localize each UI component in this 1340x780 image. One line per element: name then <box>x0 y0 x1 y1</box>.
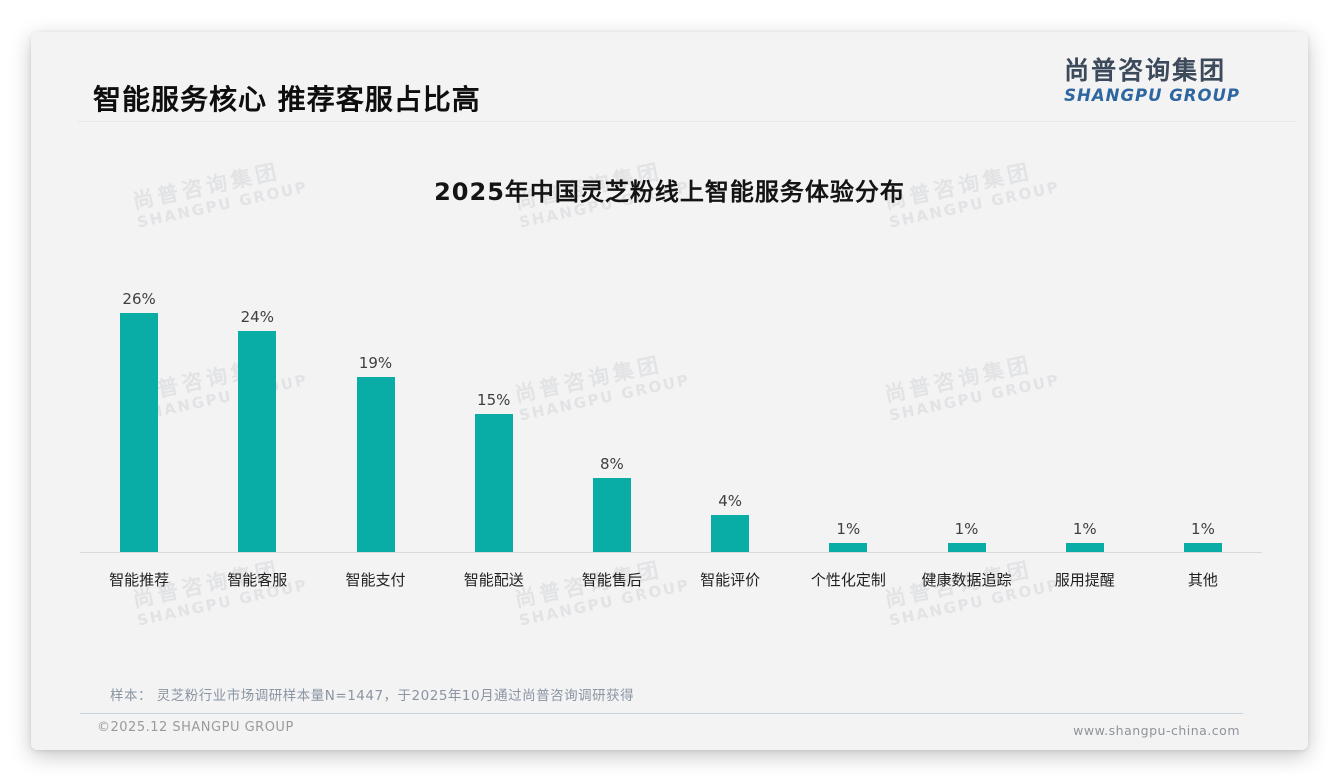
category-label: 智能支付 <box>345 571 406 589</box>
bar-value-label: 26% <box>122 290 156 308</box>
copyright-text: ©2025.12 SHANGPU GROUP <box>97 720 294 735</box>
company-logo: 尚普咨询集团 SHANGPU GROUP <box>1064 56 1240 106</box>
category-label: 智能推荐 <box>109 571 170 589</box>
bar <box>711 515 750 552</box>
website-text: www.shangpu-china.com <box>1073 723 1240 738</box>
bar-value-label: 1% <box>954 520 979 538</box>
category-label: 个性化定制 <box>810 571 886 589</box>
page-title: 智能服务核心 推荐客服占比高 <box>93 83 481 116</box>
category-label: 服用提醒 <box>1054 571 1115 589</box>
bar <box>592 478 631 552</box>
bar <box>120 313 159 552</box>
category-label: 智能客服 <box>227 571 288 589</box>
logo-chinese-text: 尚普咨询集团 <box>1064 56 1227 85</box>
bar-value-label: 8% <box>600 455 624 473</box>
bar-value-label: 1% <box>1072 520 1097 538</box>
bar-value-label: 15% <box>477 391 511 409</box>
bar-column: 26% <box>80 290 198 552</box>
report-slide: 尚普咨询集团 SHANGPU GROUP 尚普咨询集团 SHANGPU GROUP 尚普… <box>31 32 1308 750</box>
bar <box>474 414 513 552</box>
bar-chart-plot-area: 26% 24% 19% 15% 8% 4% 1% 1% 1% 1% <box>80 282 1262 553</box>
category-label: 健康数据追踪 <box>921 571 1012 589</box>
bar <box>238 331 277 552</box>
bar <box>829 543 868 552</box>
bar-column: 8% <box>553 455 671 552</box>
bar-column: 1% <box>1026 520 1144 552</box>
bar-column: 24% <box>198 308 316 552</box>
header-divider <box>78 121 1296 122</box>
bar-column: 1% <box>1144 520 1262 552</box>
chart-title: 2025年中国灵芝粉线上智能服务体验分布 <box>434 178 905 206</box>
bar-column: 15% <box>435 391 553 552</box>
bar <box>1065 543 1104 552</box>
category-label: 智能配送 <box>463 571 524 589</box>
bar-column: 19% <box>316 354 434 552</box>
bar-column: 4% <box>671 492 789 552</box>
bar-column: 1% <box>907 520 1025 552</box>
bar <box>1183 543 1222 552</box>
bar-column: 1% <box>789 520 907 552</box>
logo-english-text: SHANGPU GROUP <box>1064 86 1240 105</box>
sample-note: 样本： 灵芝粉行业市场调研样本量N=1447，于2025年10月通过尚普咨询调研… <box>110 688 635 704</box>
bar-chart-category-axis: 智能推荐 智能客服 智能支付 智能配送 智能售后 智能评价 个性化定制 健康数据追踪 服用提醒 其… <box>80 553 1262 590</box>
bar-value-label: 1% <box>836 520 861 538</box>
bar <box>947 543 986 552</box>
bar-value-label: 1% <box>1191 520 1215 538</box>
category-label: 其他 <box>1187 571 1218 589</box>
bar-value-label: 24% <box>240 308 274 326</box>
footer-divider <box>80 713 1243 714</box>
category-label: 智能售后 <box>581 571 642 589</box>
bar-value-label: 19% <box>358 354 393 372</box>
bar-value-label: 4% <box>718 492 743 510</box>
bar <box>356 377 395 552</box>
category-label: 智能评价 <box>700 571 761 589</box>
